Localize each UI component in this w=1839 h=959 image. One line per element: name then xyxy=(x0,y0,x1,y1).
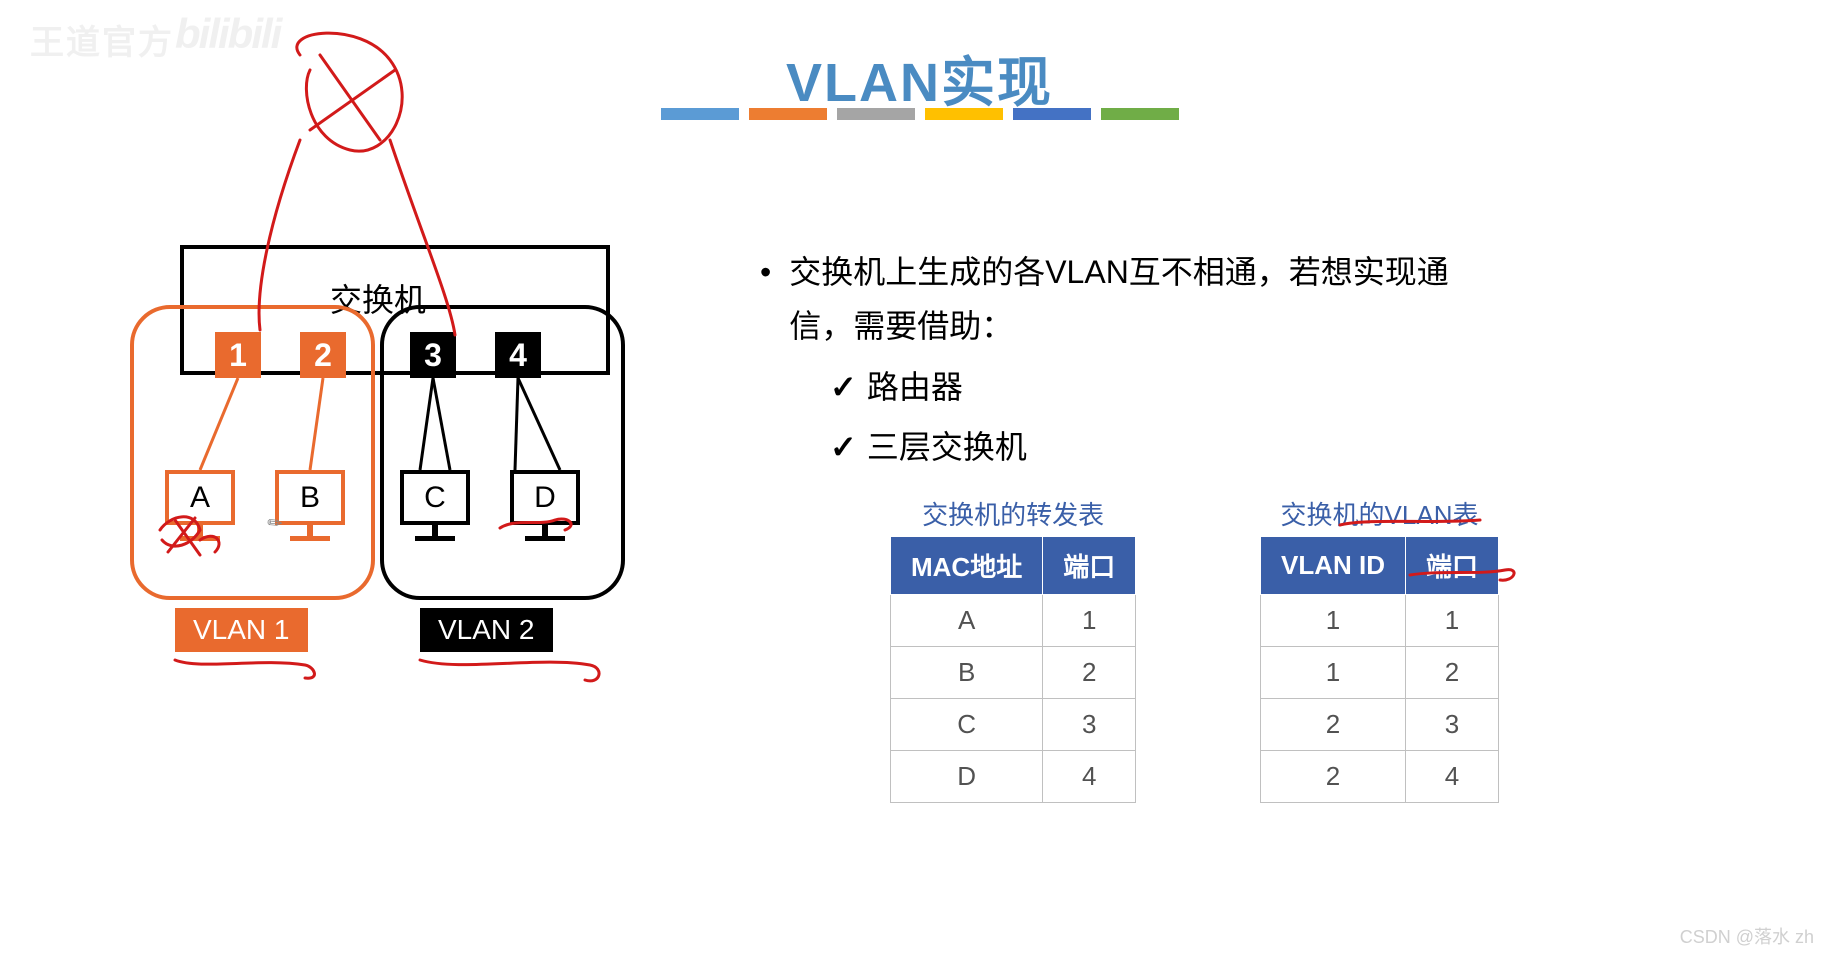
forwarding-table: MAC地址端口A1B2C3D4 xyxy=(890,536,1136,803)
host-c: C xyxy=(400,470,470,525)
vlan-table-title: 交换机的VLAN表 xyxy=(1281,495,1479,532)
table-header: MAC地址 xyxy=(891,537,1043,595)
table-header: VLAN ID xyxy=(1261,537,1406,595)
check-icon: ✓ xyxy=(830,429,857,465)
table-cell: 1 xyxy=(1261,647,1406,699)
accent-segment xyxy=(925,108,1003,120)
table-cell: 2 xyxy=(1261,751,1406,803)
check-item-1: 三层交换机 xyxy=(867,429,1027,465)
vlan2-tag: VLAN 2 xyxy=(420,608,553,652)
table-row: 24 xyxy=(1261,751,1499,803)
port-1: 1 xyxy=(215,332,261,378)
page-title: VLAN实现 xyxy=(786,38,1053,117)
table-cell: 1 xyxy=(1406,595,1499,647)
host-c-label: C xyxy=(424,481,446,515)
forwarding-table-title: 交换机的转发表 xyxy=(922,495,1104,532)
vlan1-tag: VLAN 1 xyxy=(175,608,308,652)
table-cell: 1 xyxy=(1261,595,1406,647)
port-2: 2 xyxy=(300,332,346,378)
table-header: 端口 xyxy=(1406,537,1499,595)
table-cell: 1 xyxy=(1043,595,1136,647)
table-row: C3 xyxy=(891,699,1136,751)
check-icon: ✓ xyxy=(830,369,857,405)
watermark-topleft: 王道官方 xyxy=(30,15,174,64)
accent-segment xyxy=(661,108,739,120)
accent-segment xyxy=(749,108,827,120)
check-item-0: 路由器 xyxy=(867,369,963,405)
title-cn: 实现 xyxy=(941,53,1053,113)
table-row: 23 xyxy=(1261,699,1499,751)
table-row: A1 xyxy=(891,595,1136,647)
forwarding-table-wrap: 交换机的转发表 MAC地址端口A1B2C3D4 xyxy=(890,495,1136,803)
host-d-label: D xyxy=(534,481,556,515)
host-d: D xyxy=(510,470,580,525)
table-cell: 2 xyxy=(1043,647,1136,699)
vlan-table-wrap: 交换机的VLAN表 VLAN ID端口11122324 xyxy=(1260,495,1499,803)
table-cell: 4 xyxy=(1406,751,1499,803)
port-3: 3 xyxy=(410,332,456,378)
table-cell: 3 xyxy=(1043,699,1136,751)
table-cell: C xyxy=(891,699,1043,751)
accent-segment xyxy=(1101,108,1179,120)
port-4: 4 xyxy=(495,332,541,378)
host-b: B xyxy=(275,470,345,525)
host-b-label: B xyxy=(300,481,320,515)
title-en: VLAN xyxy=(786,53,941,113)
table-cell: A xyxy=(891,595,1043,647)
vlan-table: VLAN ID端口11122324 xyxy=(1260,536,1499,803)
table-row: 11 xyxy=(1261,595,1499,647)
table-row: 12 xyxy=(1261,647,1499,699)
attribution-text: CSDN @落水 zh xyxy=(1680,923,1814,949)
table-cell: D xyxy=(891,751,1043,803)
accent-segment xyxy=(1013,108,1091,120)
table-cell: 2 xyxy=(1261,699,1406,751)
table-row: B2 xyxy=(891,647,1136,699)
watermark-bilibili: bilibili xyxy=(175,10,280,58)
table-header: 端口 xyxy=(1043,537,1136,595)
color-accent-bar xyxy=(661,108,1179,120)
main-text: 交换机上生成的各VLAN互不相通，若想实现通信，需要借助： xyxy=(789,245,1480,354)
network-diagram: 交换机 1 2 3 4 A B C D VLAN 1 VLAN 2 xyxy=(120,220,680,740)
explanation-text: • 交换机上生成的各VLAN互不相通，若想实现通信，需要借助： ✓ 路由器 ✓ 三层… xyxy=(760,245,1480,475)
host-a: A xyxy=(165,470,235,525)
bullet-dot-icon: • xyxy=(760,245,771,299)
table-cell: 2 xyxy=(1406,647,1499,699)
accent-segment xyxy=(837,108,915,120)
table-cell: 4 xyxy=(1043,751,1136,803)
table-cell: 3 xyxy=(1406,699,1499,751)
host-a-label: A xyxy=(190,481,210,515)
table-row: D4 xyxy=(891,751,1136,803)
table-cell: B xyxy=(891,647,1043,699)
